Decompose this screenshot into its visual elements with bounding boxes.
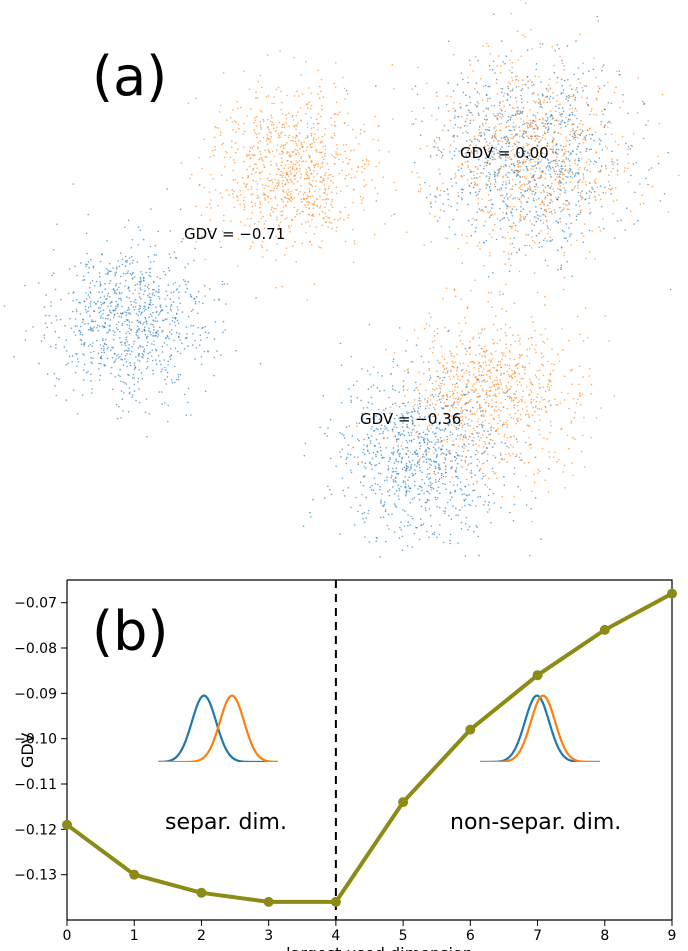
gdv-label-right: GDV = 0.00 [460,144,549,162]
xlabel: largest used dimension [280,944,480,951]
inset-gaussians-right [480,692,600,762]
figure-root: (a) GDV = −0.71 GDV = −0.36 GDV = 0.00 −… [0,0,688,951]
panel-a-label: (a) [92,45,167,108]
gdv-label-middle: GDV = −0.36 [360,410,461,428]
gdv-label-left: GDV = −0.71 [184,225,285,243]
region-label-separating: separ. dim. [165,810,287,835]
inset-gaussians-left [158,692,278,762]
panel-b-label: (b) [92,600,168,663]
ylabel: GDV [18,733,37,768]
region-label-nonseparating: non-separ. dim. [450,810,621,835]
